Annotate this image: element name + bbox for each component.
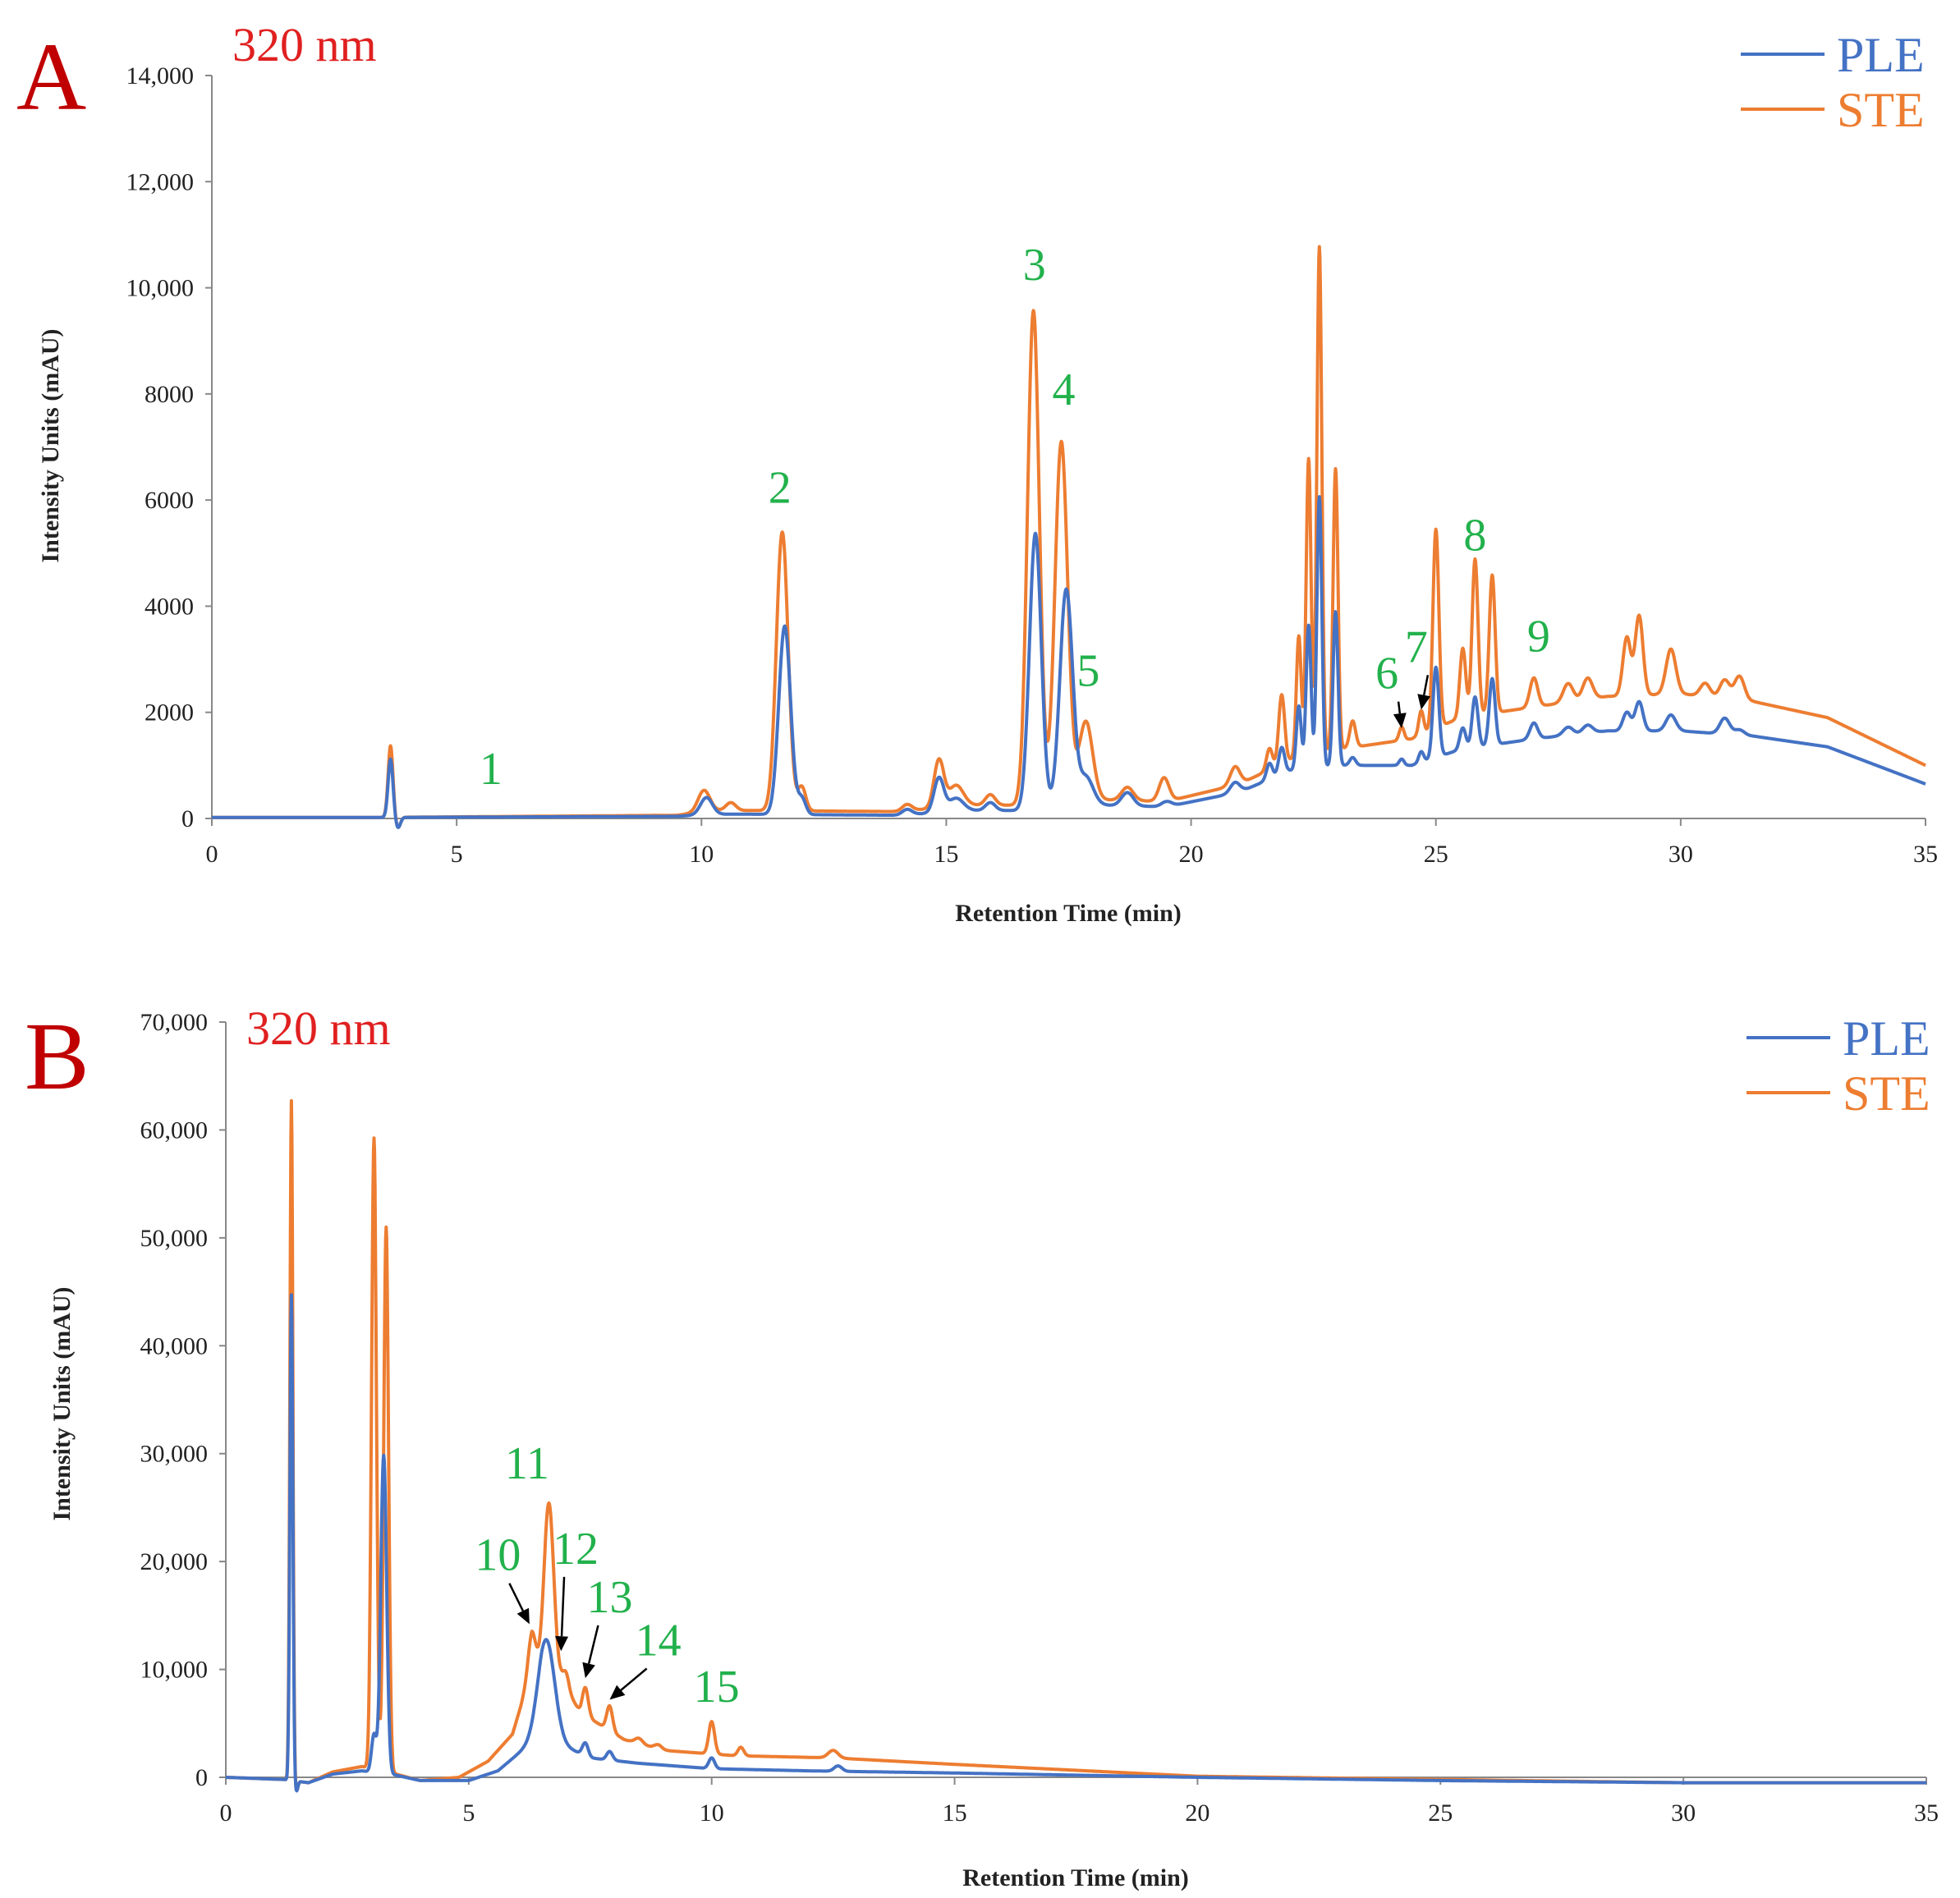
panel-b-y-axis-title: Intensity Units (mAU) <box>48 1287 76 1521</box>
panel-b-legend-ste-label: STE <box>1843 1066 1930 1121</box>
x-tick-label: 25 <box>1428 1799 1453 1827</box>
y-tick-label: 6000 <box>145 487 194 514</box>
panel-a-x-axis-title: Retention Time (min) <box>955 900 1182 927</box>
y-tick-label: 0 <box>195 1764 208 1791</box>
peak-label-9: 9 <box>1527 611 1550 662</box>
panel-b-series-ste-line <box>224 1098 1928 1793</box>
y-tick-label: 20,000 <box>140 1548 209 1575</box>
peak-label-6: 6 <box>1375 649 1398 699</box>
panel-b-legend-ple-label: PLE <box>1843 1011 1930 1066</box>
peak-arrow-6 <box>1397 701 1402 714</box>
x-tick-label: 30 <box>1671 1799 1696 1827</box>
x-tick-label: 0 <box>206 841 218 868</box>
peak-arrow-7 <box>1422 675 1430 696</box>
peak-label-13: 13 <box>586 1572 632 1623</box>
panel-b-wavelength-label: 320 nm <box>246 1002 391 1055</box>
x-tick-label: 35 <box>1913 841 1938 868</box>
peak-arrow-head-14 <box>609 1685 626 1700</box>
panel-a-y-axis-title: Intensity Units (mAU) <box>37 329 64 563</box>
peak-label-1: 1 <box>480 744 503 795</box>
y-tick-label: 0 <box>181 805 194 832</box>
peak-arrow-10 <box>508 1583 524 1611</box>
y-tick-label: 2000 <box>145 699 194 727</box>
x-tick-label: 20 <box>1185 1799 1210 1827</box>
peak-label-10: 10 <box>475 1530 521 1581</box>
y-tick-label: 30,000 <box>140 1441 209 1468</box>
y-tick-label: 70,000 <box>140 1009 209 1036</box>
peak-label-2: 2 <box>769 462 792 513</box>
peak-label-4: 4 <box>1053 364 1076 415</box>
panel-a-legend-ste-label: STE <box>1837 83 1925 137</box>
panel-b-y-axis: 0 10,000 20,000 30,000 40,000 50,000 60,000 70,… <box>140 1009 226 1791</box>
peak-label-14: 14 <box>636 1615 682 1666</box>
x-tick-label: 15 <box>943 1799 967 1827</box>
x-tick-label: 10 <box>700 1799 724 1827</box>
y-tick-label: 60,000 <box>140 1116 209 1144</box>
y-tick-label: 40,000 <box>140 1332 209 1359</box>
x-tick-label: 10 <box>689 841 714 868</box>
panel-a-series-ple-line <box>210 495 1927 829</box>
y-tick-label: 12,000 <box>126 168 195 195</box>
y-tick-label: 50,000 <box>140 1225 209 1252</box>
panel-a-legend: PLE STE <box>1741 28 1925 137</box>
y-tick-label: 10,000 <box>126 275 195 302</box>
peak-label-12: 12 <box>553 1524 599 1575</box>
panel-a-series-ste-line <box>210 245 1927 829</box>
x-tick-label: 25 <box>1424 841 1448 868</box>
panel-a-x-axis: 0 5 10 15 20 25 30 35 <box>206 818 1938 868</box>
peak-label-11: 11 <box>505 1438 549 1489</box>
peak-arrow-12 <box>560 1576 566 1637</box>
peak-label-15: 15 <box>694 1662 740 1712</box>
x-tick-label: 15 <box>934 841 958 868</box>
peak-arrow-head-10 <box>516 1607 530 1625</box>
panel-a-chart: A 320 nm 0200040006000800010,00012,00014… <box>16 18 1938 927</box>
panel-b-chart: B 320 nm 0 10,000 20,000 30,000 40,000 50,000… <box>25 1002 1939 1891</box>
x-tick-label: 0 <box>220 1799 232 1827</box>
x-tick-label: 20 <box>1179 841 1204 868</box>
panel-a-y-axis: 0 2000 4000 6000 8000 10,000 12,000 14,000 <box>126 62 212 832</box>
peak-arrow-13 <box>587 1625 599 1664</box>
peak-arrow-head-6 <box>1393 713 1407 729</box>
panel-a-wavelength-label: 320 nm <box>232 18 377 71</box>
panel-a-letter: A <box>16 23 86 131</box>
y-tick-label: 10,000 <box>140 1657 209 1684</box>
peak-label-7: 7 <box>1405 621 1428 672</box>
panel-b-x-axis: 0 5 10 15 20 25 30 35 <box>220 1777 1939 1827</box>
x-tick-label: 5 <box>451 841 463 868</box>
y-tick-label: 8000 <box>145 381 194 408</box>
panel-b-series-ple-line <box>224 1293 1928 1793</box>
panel-b-x-axis-title: Retention Time (min) <box>962 1864 1189 1891</box>
peak-arrow-14 <box>620 1667 648 1691</box>
peak-arrow-head-7 <box>1417 694 1431 710</box>
x-tick-label: 30 <box>1669 841 1693 868</box>
peak-label-3: 3 <box>1023 240 1046 291</box>
x-tick-label: 5 <box>462 1799 475 1827</box>
peak-label-5: 5 <box>1076 645 1099 696</box>
peak-label-8: 8 <box>1463 511 1486 562</box>
x-tick-label: 35 <box>1914 1799 1939 1827</box>
y-tick-label: 4000 <box>145 593 194 620</box>
panel-b-legend: PLE STE <box>1747 1011 1930 1121</box>
peak-arrow-head-12 <box>555 1635 569 1652</box>
peak-arrow-head-13 <box>582 1662 595 1679</box>
panel-b-letter: B <box>25 1002 90 1110</box>
y-tick-label: 14,000 <box>126 62 195 89</box>
panel-a-legend-ple-label: PLE <box>1837 28 1925 82</box>
